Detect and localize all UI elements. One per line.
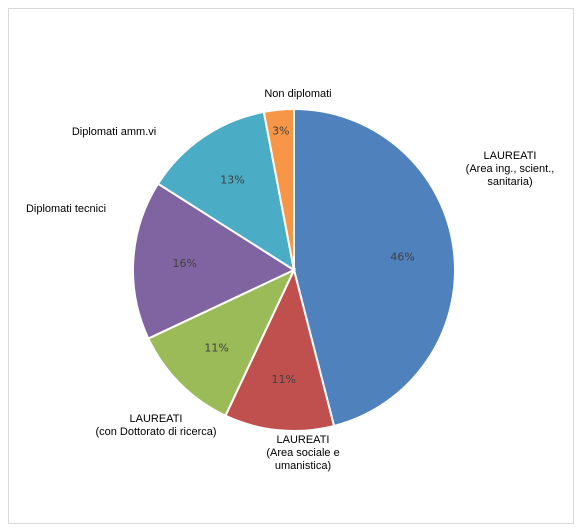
category-label-line: Diplomati tecnici (26, 203, 106, 215)
category-label-line: sanitaria) (487, 176, 532, 188)
value-label-3: 16% (172, 257, 196, 270)
category-label-3: Diplomati tecnici (26, 203, 106, 215)
category-label-5: Non diplomati (264, 88, 331, 100)
value-label-4: 13% (220, 174, 244, 187)
category-label-4: Diplomati amm.vi (72, 126, 156, 138)
value-labels: 46% 11% 11% 16% 13% 3% (172, 125, 414, 386)
pie-slice-5 (262, 107, 295, 271)
category-label-line: (Area sociale e (266, 447, 339, 459)
category-label-0: LAUREATI (Area ing., scient., sanitaria) (466, 150, 555, 188)
category-label-line: Diplomati amm.vi (72, 126, 156, 138)
pie-slice-0 (293, 107, 456, 428)
category-label-line: umanistica) (275, 460, 331, 472)
category-labels: LAUREATI (Area ing., scient., sanitaria)LA… (26, 88, 554, 472)
category-label-line: LAUREATI (484, 150, 537, 162)
pie-slice-2 (146, 267, 297, 418)
value-label-5: 3% (272, 125, 289, 138)
value-label-0: 46% (390, 250, 414, 263)
value-label-2: 11% (204, 341, 228, 354)
category-label-line: (Area ing., scient., (466, 163, 555, 175)
category-label-line: LAUREATI (130, 413, 183, 425)
chart-frame (8, 8, 574, 524)
value-label-1: 11% (271, 373, 295, 386)
pie-slices (131, 107, 456, 432)
pie-slice-4 (156, 110, 296, 273)
category-label-1: LAUREATI (Area sociale e umanistica) (266, 434, 339, 472)
category-label-line: Non diplomati (264, 88, 331, 100)
category-label-line: (con Dottorato di ricerca) (95, 426, 216, 438)
category-label-line: LAUREATI (277, 434, 330, 446)
pie-slice-3 (131, 182, 297, 340)
pie-slice-1 (224, 267, 336, 432)
category-label-2: LAUREATI (con Dottorato di ricerca) (95, 413, 216, 438)
